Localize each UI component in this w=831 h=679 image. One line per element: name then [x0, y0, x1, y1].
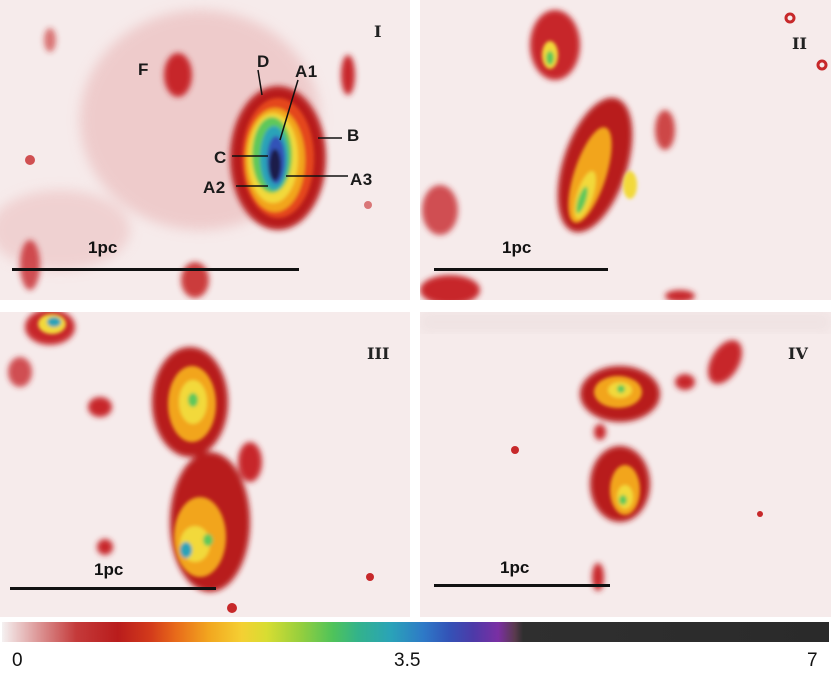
panel-iv: IV 1pc: [420, 312, 831, 617]
panel-iii: III 1pc: [0, 312, 410, 617]
panel-ii: II 1pc: [420, 0, 831, 300]
scale-label-iii: 1pc: [94, 560, 124, 579]
colorbar: [2, 622, 829, 642]
scale-label-iv: 1pc: [500, 558, 530, 577]
panel-i: I F D A1 B C A2 A3 1pc: [0, 0, 410, 300]
panel-numeral-iv: IV: [788, 344, 808, 363]
region-label-a1: A1: [295, 62, 318, 81]
emission-map-iii: [8, 312, 374, 613]
panel-numeral-iii: III: [367, 344, 390, 363]
panel-numeral-i: I: [374, 22, 382, 41]
emission-map-iv: [420, 312, 831, 591]
region-label-a3: A3: [350, 170, 373, 189]
scale-bar-iii: [10, 587, 216, 590]
colorbar-tick-mid: 3.5: [394, 650, 421, 671]
region-label-d: D: [257, 52, 270, 71]
scale-bar-iv: [434, 584, 610, 587]
colorbar-tick-max: 7: [807, 650, 818, 671]
region-label-c: C: [214, 148, 227, 167]
colorbar-tick-min: 0: [12, 650, 23, 671]
emission-map-ii: [420, 10, 828, 300]
emission-map-i: [0, 10, 372, 298]
scale-bar-i: [12, 268, 299, 271]
region-label-f: F: [138, 60, 149, 79]
scale-bar-ii: [434, 268, 608, 271]
panel-numeral-ii: II: [792, 34, 807, 53]
scale-label-i: 1pc: [88, 238, 118, 257]
region-label-b: B: [347, 126, 360, 145]
region-label-a2: A2: [203, 178, 226, 197]
scale-label-ii: 1pc: [502, 238, 532, 257]
